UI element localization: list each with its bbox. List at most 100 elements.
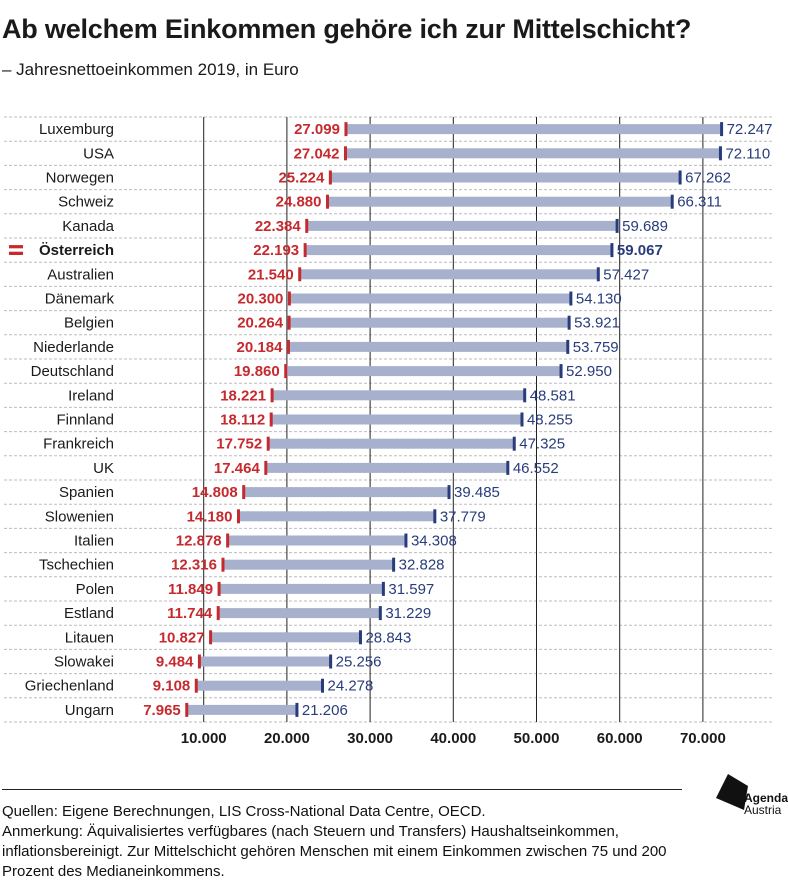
category-label: Österreich	[39, 242, 114, 259]
low-value-label: 21.540	[248, 266, 294, 283]
low-marker	[216, 606, 220, 621]
high-value-label: 72.247	[727, 121, 773, 138]
low-marker	[287, 291, 291, 306]
low-marker	[185, 702, 189, 717]
low-marker	[328, 170, 332, 185]
range-bar	[222, 559, 394, 570]
low-value-label: 27.099	[294, 121, 340, 138]
low-marker	[209, 630, 213, 645]
low-marker	[194, 678, 198, 693]
low-marker	[242, 485, 246, 500]
high-marker	[720, 122, 724, 137]
low-marker	[286, 339, 290, 354]
high-value-label: 34.308	[411, 533, 457, 550]
high-value-label: 72.110	[725, 145, 770, 162]
low-marker	[287, 315, 291, 330]
footer: Quellen: Eigene Berechnungen, LIS Cross-…	[2, 802, 702, 882]
flag-stripe	[9, 245, 23, 249]
high-marker	[378, 606, 382, 621]
high-marker	[670, 194, 674, 209]
category-label: Slowenien	[45, 508, 114, 525]
chart-title: Ab welchem Einkommen gehöre ich zur Mitt…	[2, 14, 692, 44]
x-tick-label: 70.000	[680, 730, 726, 747]
high-marker	[520, 412, 524, 427]
category-label: Deutschland	[31, 363, 114, 380]
logo-name: Agenda	[744, 791, 788, 805]
range-bar	[227, 535, 406, 546]
low-marker	[197, 654, 201, 669]
category-label: Polen	[76, 581, 114, 598]
category-label: Frankreich	[43, 436, 114, 453]
category-label: Tschechien	[39, 557, 114, 574]
high-marker	[615, 218, 619, 233]
high-marker	[381, 581, 385, 596]
flag-stripe	[9, 251, 23, 255]
high-marker	[506, 460, 510, 475]
low-marker	[284, 364, 288, 379]
low-marker	[344, 122, 348, 137]
low-marker	[343, 146, 347, 161]
low-value-label: 11.744	[167, 605, 213, 622]
high-marker	[433, 509, 437, 524]
high-value-label: 31.229	[385, 605, 431, 622]
high-value-label: 32.828	[399, 557, 445, 574]
range-bar	[289, 293, 571, 304]
low-marker	[217, 581, 221, 596]
low-value-label: 18.112	[220, 412, 265, 429]
high-value-label: 52.950	[566, 363, 612, 380]
low-value-label: 20.264	[237, 315, 284, 332]
low-marker	[266, 436, 270, 451]
low-value-label: 19.860	[234, 363, 280, 380]
high-value-label: 59.689	[622, 218, 668, 235]
high-marker	[569, 291, 573, 306]
high-value-label: 46.552	[513, 460, 559, 477]
category-label: Litauen	[65, 629, 114, 646]
low-value-label: 20.300	[238, 291, 284, 308]
range-bar	[210, 632, 361, 643]
high-value-label: 48.581	[530, 387, 576, 404]
high-marker	[523, 388, 527, 403]
footer-divider	[2, 789, 682, 790]
x-tick-label: 30.000	[347, 730, 393, 747]
range-bar	[265, 462, 508, 473]
category-label: Ungarn	[65, 702, 114, 719]
range-bar	[299, 269, 599, 280]
high-marker	[610, 243, 614, 258]
category-label: Spanien	[59, 484, 114, 501]
x-tick-label: 20.000	[264, 730, 310, 747]
high-value-label: 37.779	[440, 508, 486, 525]
range-bar	[272, 390, 525, 401]
range-bar	[288, 341, 568, 352]
low-marker	[303, 243, 307, 258]
range-bar	[196, 680, 323, 691]
range-bar	[199, 656, 331, 667]
low-marker	[264, 460, 268, 475]
low-value-label: 27.042	[294, 145, 340, 162]
category-label: UK	[93, 460, 114, 477]
high-value-label: 25.256	[336, 654, 382, 671]
high-value-label: 24.278	[327, 678, 373, 695]
range-bar	[238, 511, 435, 522]
range-bar	[186, 704, 297, 715]
category-label: Belgien	[64, 315, 114, 332]
range-bar	[345, 148, 721, 159]
range-bar-chart: 10.000 20.000 30.000 40.000 50.000 60.000 70.0…	[4, 116, 773, 747]
x-tick-label: 60.000	[597, 730, 643, 747]
high-value-label: 57.427	[603, 266, 649, 283]
high-marker	[596, 267, 600, 282]
low-value-label: 14.180	[187, 508, 233, 525]
high-marker	[718, 146, 722, 161]
category-label: Italien	[74, 533, 114, 550]
category-label: Griechenland	[25, 678, 114, 695]
low-value-label: 12.878	[176, 533, 222, 550]
high-value-label: 39.485	[454, 484, 500, 501]
high-value-label: 53.759	[573, 339, 619, 356]
footer-note: Anmerkung: Äquivalisiertes verfügbares (…	[2, 823, 667, 880]
high-marker	[447, 485, 451, 500]
high-value-label: 67.262	[685, 170, 731, 187]
category-label: Australien	[47, 266, 114, 283]
high-value-label: 53.921	[574, 315, 620, 332]
category-label: Ireland	[68, 387, 114, 404]
high-value-label: 21.206	[302, 702, 348, 719]
range-bar	[289, 317, 570, 328]
